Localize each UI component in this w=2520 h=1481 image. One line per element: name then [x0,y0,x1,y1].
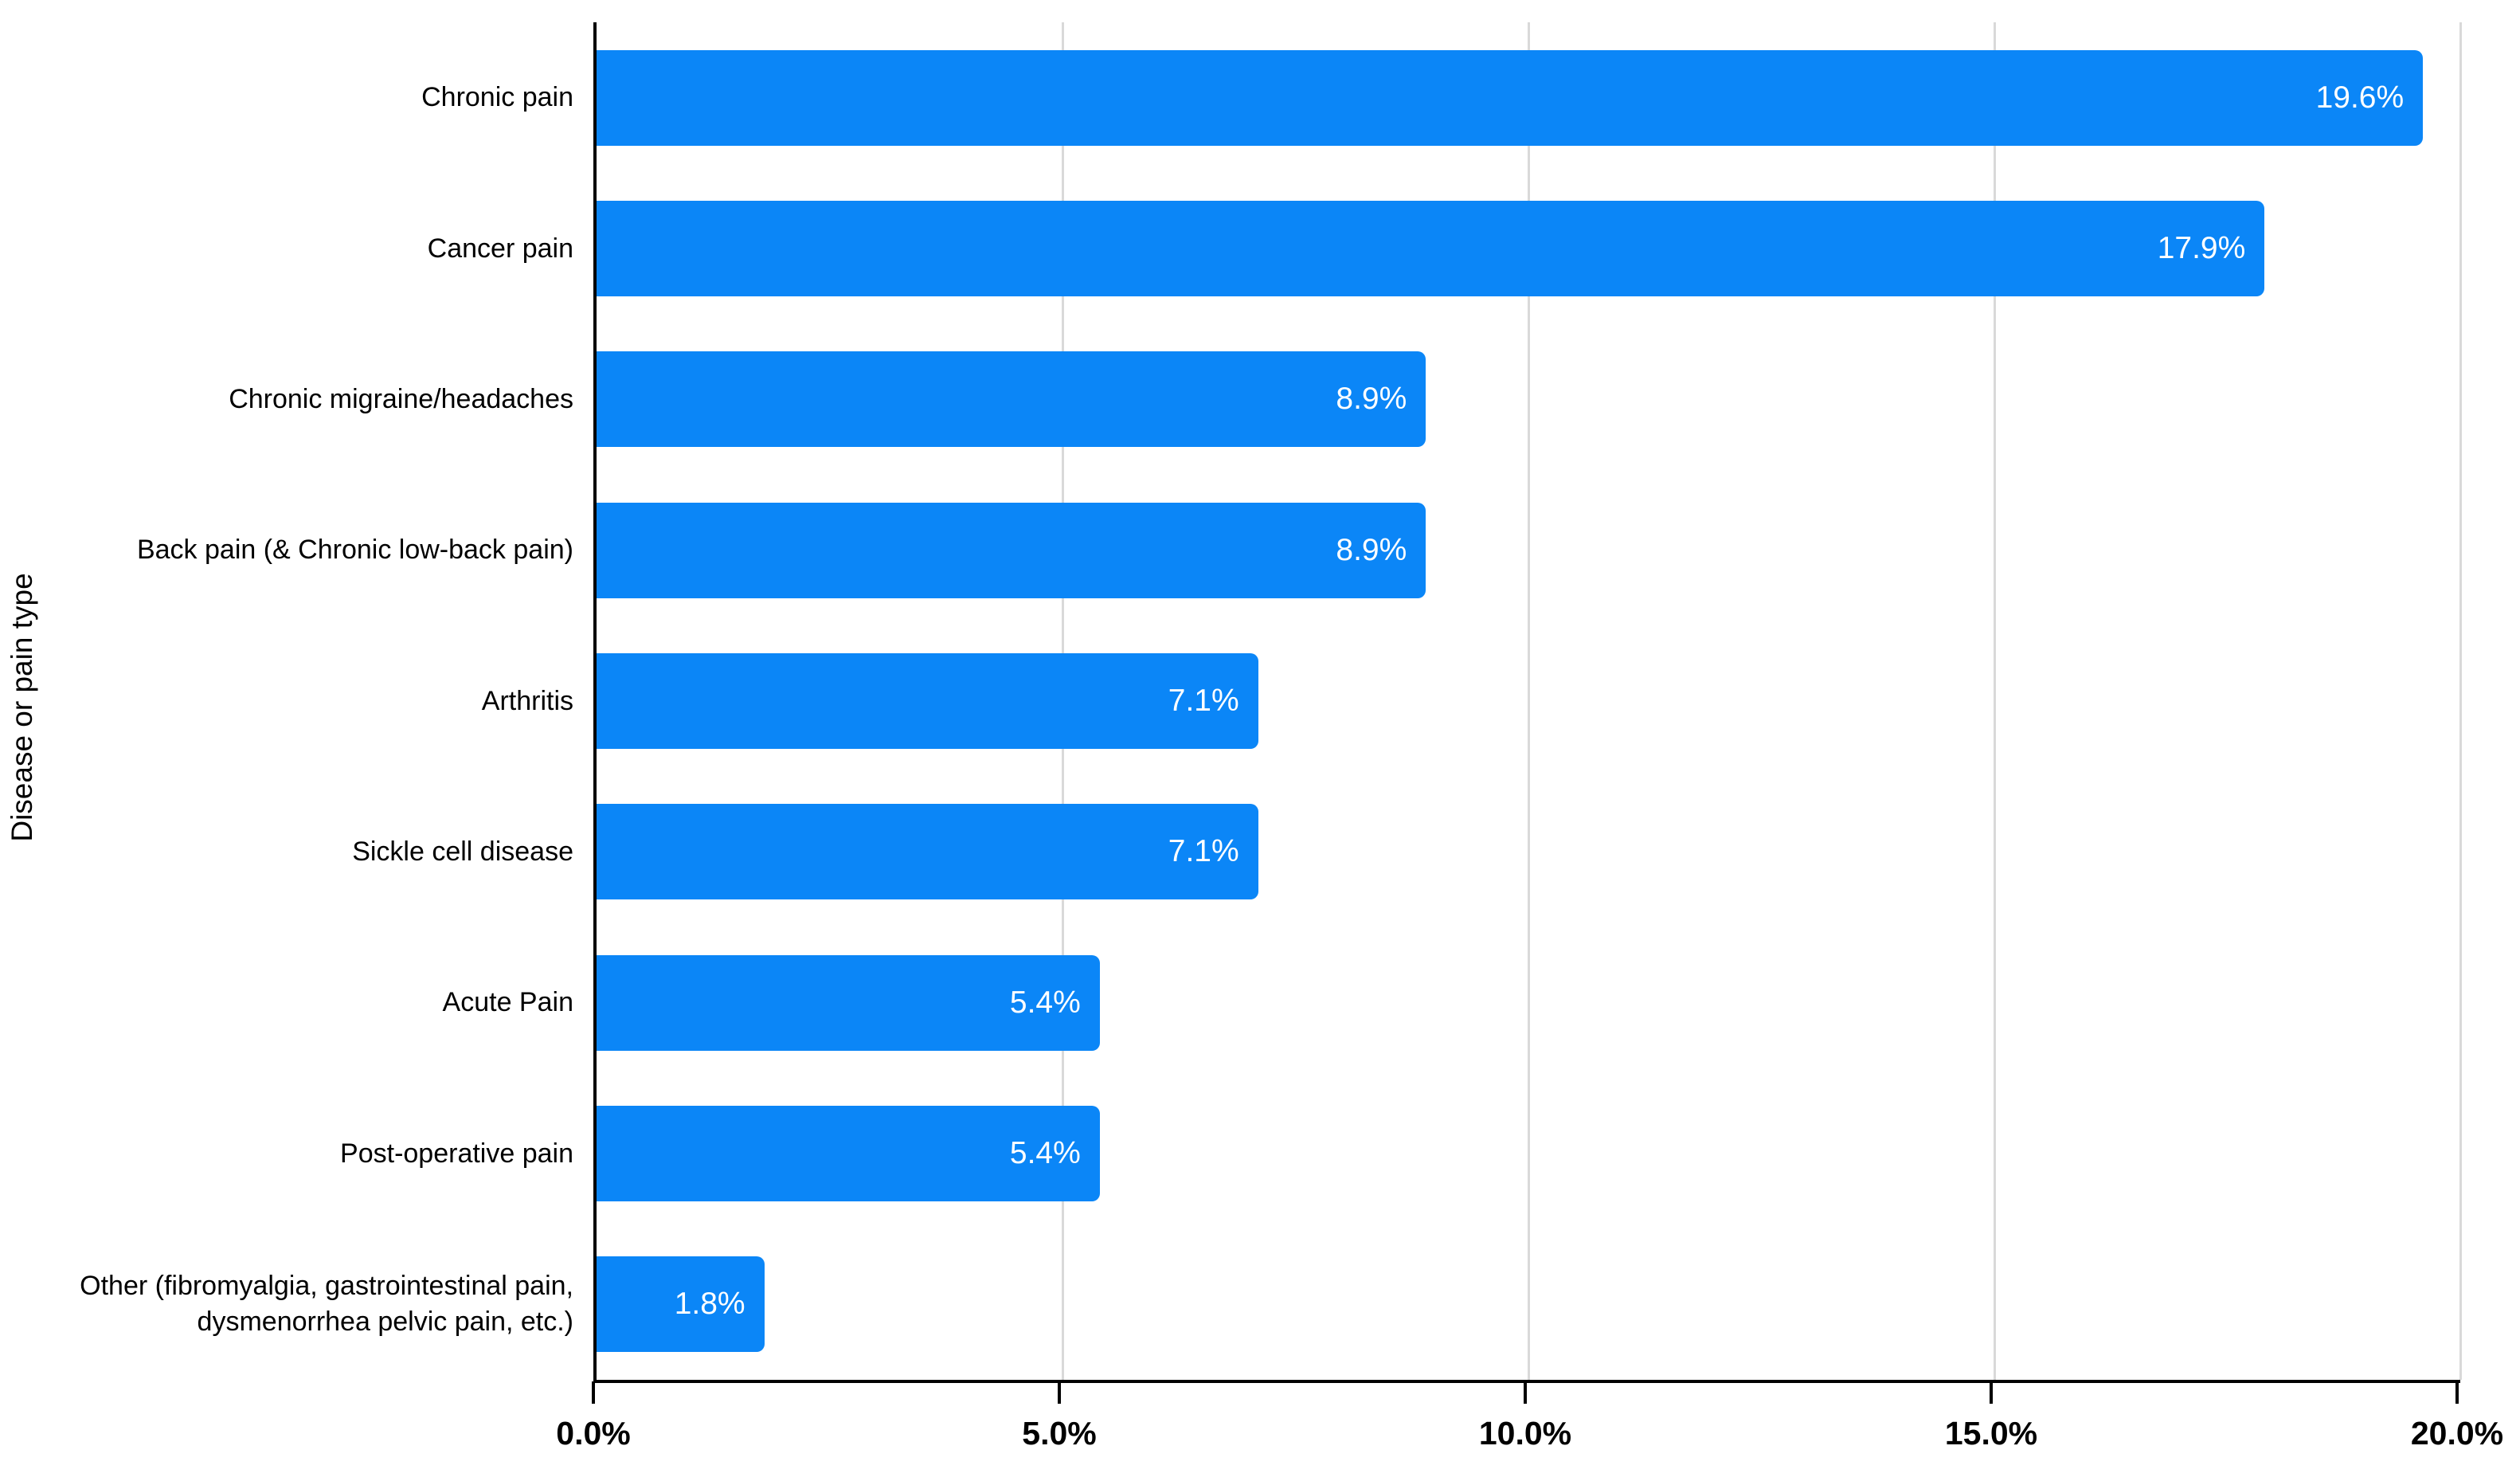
x-axis-tick-label: 20.0% [2410,1415,2504,1452]
category-label-row: Cancer pain [56,173,573,323]
x-axis-tickmark [1058,1381,1061,1404]
bar-arthritis: 7.1% [597,652,1258,749]
bar-row: 8.9% [597,475,2460,625]
bar-chronic-pain: 19.6% [597,49,2424,146]
category-label-row: Other (fibromyalgia, gastrointestinal pa… [56,1229,573,1380]
gridline [2459,22,2462,1380]
category-label-row: Acute Pain [56,927,573,1078]
bar-value-label: 7.1% [1168,683,1239,718]
bar-rows: 19.6% 17.9% 8.9% 8.9% 7.1% 7.1% 5.4% 5.4% 1.8% [597,22,2460,1380]
bar-post-operative-pain: 5.4% [597,1105,1100,1201]
bar-value-label: 17.9% [2157,230,2246,265]
category-label-back-pain-chronic-low-back-pain: Back pain (& Chronic low-back pain) [136,535,573,566]
bar-value-label: 5.4% [1009,1135,1081,1170]
category-label-arthritis: Arthritis [481,685,573,716]
x-axis: 0.0% 5.0% 10.0% 15.0% 20.0% [556,1381,2503,1471]
category-label-row: Arthritis [56,625,573,776]
bar-value-label: 8.9% [1336,532,1407,567]
bar-row: 1.8% [597,1229,2460,1380]
bar-row: 8.9% [597,324,2460,475]
category-label-sickle-cell-disease: Sickle cell disease [352,836,573,867]
x-axis-tickmark [1524,1381,1527,1404]
category-label-cancer-pain: Cancer pain [427,233,573,264]
bar-value-label: 19.6% [2315,80,2405,115]
bar-other-fibromyalgia-gastrointestinal-pain: 1.8% [597,1256,765,1353]
bar-back-pain-chronic-low-back-pain: 8.9% [597,502,1426,598]
bar-chronic-migraine-headaches: 8.9% [597,351,1426,448]
bar-acute-pain: 5.4% [597,954,1100,1051]
category-label-row: Post-operative pain [56,1078,573,1228]
x-axis-tick-label: 15.0% [1944,1415,2038,1452]
x-axis-tick-label: 0.0% [556,1415,631,1452]
bar-value-label: 8.9% [1336,382,1407,417]
x-axis-tickmark [592,1381,595,1404]
bar-row: 7.1% [597,625,2460,776]
category-label-column: Chronic pain Cancer pain Chronic migraine/… [56,22,573,1380]
bar-row: 5.4% [597,1078,2460,1228]
gridline [1528,22,1530,1380]
category-label-acute-pain: Acute Pain [442,987,573,1018]
category-label-post-operative-pain: Post-operative pain [340,1138,573,1169]
bar-sickle-cell-disease: 7.1% [597,804,1258,900]
y-axis-title: Disease or pain type [6,573,38,842]
bar-row: 7.1% [597,777,2460,927]
category-label-chronic-migraine-headaches: Chronic migraine/headaches [229,383,573,414]
bar-row: 19.6% [597,22,2460,173]
plot-area: 19.6% 17.9% 8.9% 8.9% 7.1% 7.1% 5.4% 5.4% 1.8% [593,22,2462,1383]
bar-cancer-pain: 17.9% [597,200,2265,296]
category-label-chronic-pain: Chronic pain [421,82,573,113]
category-label-row: Chronic pain [56,22,573,173]
category-label-row: Back pain (& Chronic low-back pain) [56,475,573,625]
bar-row: 5.4% [597,927,2460,1078]
gridline [1994,22,1996,1380]
category-label-row: Sickle cell disease [56,777,573,927]
x-axis-tick-label: 10.0% [1478,1415,1572,1452]
x-axis-tickmark [1990,1381,1993,1404]
x-axis-tickmark [2455,1381,2459,1404]
bar-value-label: 1.8% [674,1287,745,1322]
bar-row: 17.9% [597,173,2460,323]
x-axis-tick-label: 5.0% [1022,1415,1097,1452]
bar-value-label: 7.1% [1168,834,1239,869]
category-label-row: Chronic migraine/headaches [56,324,573,475]
bar-value-label: 5.4% [1009,985,1081,1020]
category-label-other-fibromyalgia-gastrointestinal-pain: Other (fibromyalgia, gastrointestinal pa… [80,1271,573,1338]
